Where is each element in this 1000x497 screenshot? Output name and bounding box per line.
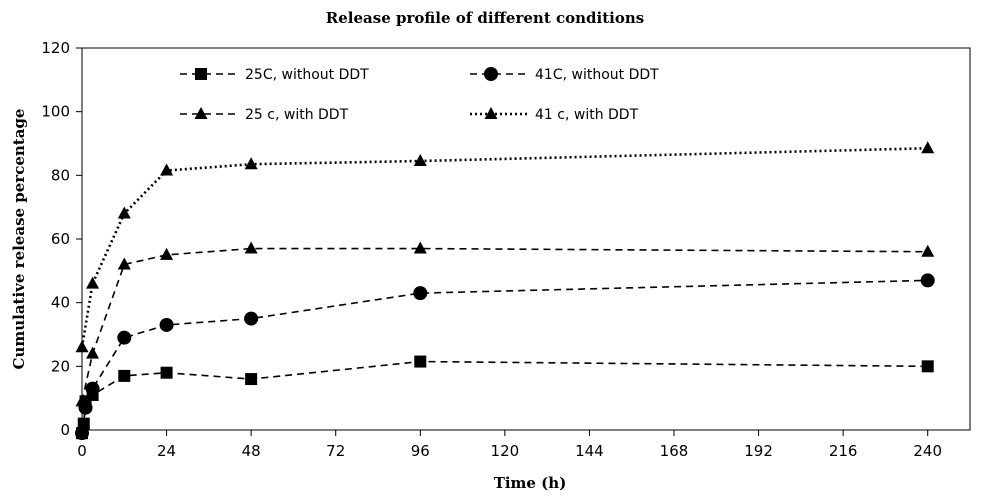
data-point-25-c-with-ddt [413, 241, 427, 254]
data-point-41c-without-ddt [920, 273, 935, 288]
data-point-41-c-with-ddt [86, 276, 100, 289]
legend: 25C, without DDT 41C, without DDT 25 c, wi… [180, 67, 659, 123]
y-tick-label: 20 [51, 357, 70, 375]
data-point-41-c-with-ddt [117, 206, 131, 219]
data-point-41c-without-ddt [159, 317, 174, 332]
data-point-41c-without-ddt [413, 286, 428, 301]
legend-item-41c-without-ddt: 41C, without DDT [470, 67, 659, 83]
x-tick-label: 120 [491, 442, 520, 460]
series-line-41c-without-ddt [81, 279, 928, 434]
legend-label: 41C, without DDT [535, 67, 659, 83]
data-point-41-c-with-ddt [75, 340, 89, 353]
series-25c-without-ddt [76, 355, 934, 440]
data-point-41c-without-ddt [117, 330, 132, 345]
legend-marker [195, 68, 207, 80]
y-axis-title: Cumulative release percentage [10, 109, 28, 370]
data-point-25c-without-ddt [245, 373, 258, 386]
plot-frame [81, 47, 971, 431]
series-41c-without-ddt [75, 273, 935, 441]
axes: 0 20 40 60 80 100 120 0 24 48 72 96 120 144 168 192 216 2… [41, 39, 942, 460]
data-point-25-c-with-ddt [117, 257, 131, 270]
x-tick-label: 48 [242, 442, 261, 460]
legend-marker [194, 107, 208, 119]
chart-title: Release profile of different conditions [326, 9, 644, 27]
x-tick-label: 144 [575, 442, 604, 460]
series-25-c-with-ddt [75, 241, 935, 407]
legend-marker [484, 107, 498, 119]
data-point-41-c-with-ddt [413, 154, 427, 167]
data-point-41c-without-ddt [85, 381, 100, 396]
data-point-25-c-with-ddt [160, 247, 174, 260]
data-point-25-c-with-ddt [244, 241, 258, 254]
series-line-25c-without-ddt [81, 360, 928, 434]
data-point-41-c-with-ddt [921, 141, 935, 154]
x-tick-label: 192 [744, 442, 773, 460]
data-point-41c-without-ddt [244, 311, 259, 326]
x-tick-label: 24 [157, 442, 176, 460]
data-point-25c-without-ddt [118, 369, 131, 382]
x-axis-title: Time (h) [494, 474, 567, 492]
legend-item-25-c-with-ddt: 25 c, with DDT [180, 107, 349, 123]
series-layer [75, 141, 935, 441]
legend-label: 25C, without DDT [245, 67, 369, 83]
legend-marker [484, 67, 498, 81]
series-line-41-c-with-ddt [80, 146, 928, 348]
legend-item-41-c-with-ddt: 41 c, with DDT [470, 107, 639, 123]
series-41-c-with-ddt [75, 141, 935, 353]
legend-label: 41 c, with DDT [535, 107, 639, 123]
y-tick-label: 80 [51, 166, 70, 184]
data-point-25-c-with-ddt [921, 244, 935, 257]
x-tick-label: 240 [913, 442, 942, 460]
x-tick-label: 72 [326, 442, 345, 460]
data-point-25c-without-ddt [414, 355, 427, 368]
y-tick-label: 40 [51, 294, 70, 312]
x-tick-label: 216 [829, 442, 858, 460]
legend-item-25c-without-ddt: 25C, without DDT [180, 67, 369, 83]
y-tick-label: 120 [41, 39, 70, 57]
data-point-25-c-with-ddt [75, 394, 89, 407]
y-tick-label: 0 [60, 421, 70, 439]
data-point-25c-without-ddt [160, 366, 173, 379]
data-point-41-c-with-ddt [244, 157, 258, 170]
data-point-25c-without-ddt [921, 360, 934, 373]
x-tick-label: 0 [77, 442, 87, 460]
y-tick-label: 100 [41, 103, 70, 121]
data-point-41-c-with-ddt [160, 163, 174, 176]
x-tick-label: 168 [660, 442, 689, 460]
data-point-25-c-with-ddt [86, 346, 100, 359]
x-tick-label: 96 [411, 442, 430, 460]
series-line-25-c-with-ddt [81, 247, 928, 402]
data-point-41c-without-ddt [75, 426, 89, 441]
legend-label: 25 c, with DDT [245, 107, 349, 123]
y-tick-label: 60 [51, 230, 70, 248]
